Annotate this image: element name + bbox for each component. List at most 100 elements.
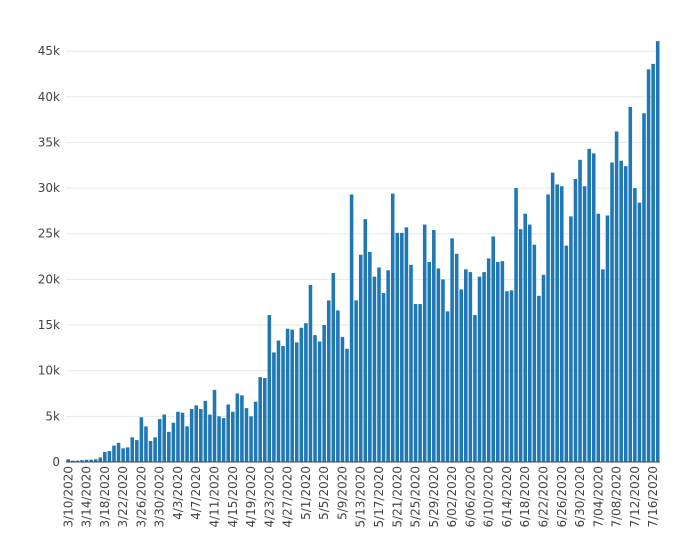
y-tick-label: 40k [38,90,60,104]
bar [290,329,294,462]
y-tick-label: 5k [45,409,60,423]
bar [527,224,532,462]
bar [130,437,135,462]
y-tick-label: 45k [38,44,60,58]
bar [623,166,628,462]
x-tick-label: 3/22/2020 [116,466,130,528]
bar [523,213,527,462]
gridlines [66,50,660,417]
bar [180,412,185,462]
bar [208,414,212,462]
y-axis-tick-labels: 0 5k 10k 15k 20k 25k 30k 35k 40k 45k [38,44,60,469]
x-axis-tick-labels: 3/10/2020 3/14/2020 3/18/2020 3/22/2020 3/26… [61,466,660,528]
x-tick-label: 5/13/2020 [354,466,368,528]
x-tick-label: 4/7/2020 [189,466,203,520]
bar [249,416,253,462]
bar [486,258,491,462]
bar [559,186,564,462]
bar [217,416,221,462]
bar [313,335,317,462]
bar [244,408,249,462]
bar [445,311,450,462]
x-tick-label: 3/26/2020 [134,466,148,528]
bar [514,188,518,462]
bar [304,323,308,462]
x-tick-label: 6/30/2020 [573,466,587,528]
bar [573,178,578,462]
bar [354,300,358,462]
bar [171,422,176,462]
bar [596,213,601,462]
bar [628,106,633,463]
x-tick-label: 6/02/2020 [445,466,459,528]
bar [176,411,180,462]
bar [144,426,148,462]
y-tick-label: 35k [38,135,60,149]
bar [276,340,281,462]
x-tick-label: 6/22/2020 [536,466,550,528]
x-tick-label: 5/17/2020 [372,466,386,528]
bar [464,269,468,462]
bar [272,352,276,462]
bar [262,378,267,462]
x-tick-label: 6/06/2020 [463,466,477,528]
bars [66,41,660,463]
bar [80,460,84,462]
bar [646,69,651,463]
bar [386,270,390,462]
bar [532,244,537,462]
bar [240,395,244,462]
bar [194,405,199,462]
bar [358,254,363,462]
bar [139,417,144,462]
bar [518,229,523,462]
bar [477,276,482,462]
bar [157,419,162,462]
bar [326,300,331,462]
bar [89,459,93,462]
bar [413,304,418,462]
bar [482,272,486,462]
bar [454,253,459,462]
bar [107,451,112,462]
x-tick-label: 5/5/2020 [317,466,331,520]
bar [75,460,80,462]
bar [587,148,591,462]
bar [432,230,436,462]
bar [322,325,326,462]
bar [112,445,116,462]
bar [441,279,445,462]
bar [368,252,372,462]
bar [285,328,290,462]
bar [605,215,610,462]
bar [116,442,121,462]
bar [564,245,569,462]
y-tick-label: 20k [38,272,60,286]
bar [409,264,413,462]
bar [281,346,285,462]
bar [363,219,368,462]
bar [569,216,573,462]
bar [468,272,473,462]
bar [153,437,157,462]
x-tick-label: 4/27/2020 [281,466,295,528]
bar [203,400,208,462]
x-tick-label: 3/10/2020 [61,466,75,528]
bar [226,404,230,462]
y-tick-label: 10k [38,364,60,378]
bar [93,459,98,462]
bar [253,401,258,462]
x-tick-label: 3/30/2020 [153,466,167,528]
bar [642,113,646,462]
bar [185,426,189,462]
bar [404,227,409,462]
bar [148,441,153,462]
bar [509,290,514,462]
bar [450,238,454,462]
bar [258,377,262,462]
bar [550,172,555,462]
x-tick-label: 5/1/2020 [299,466,313,520]
bar [345,348,349,462]
bar [591,153,596,463]
